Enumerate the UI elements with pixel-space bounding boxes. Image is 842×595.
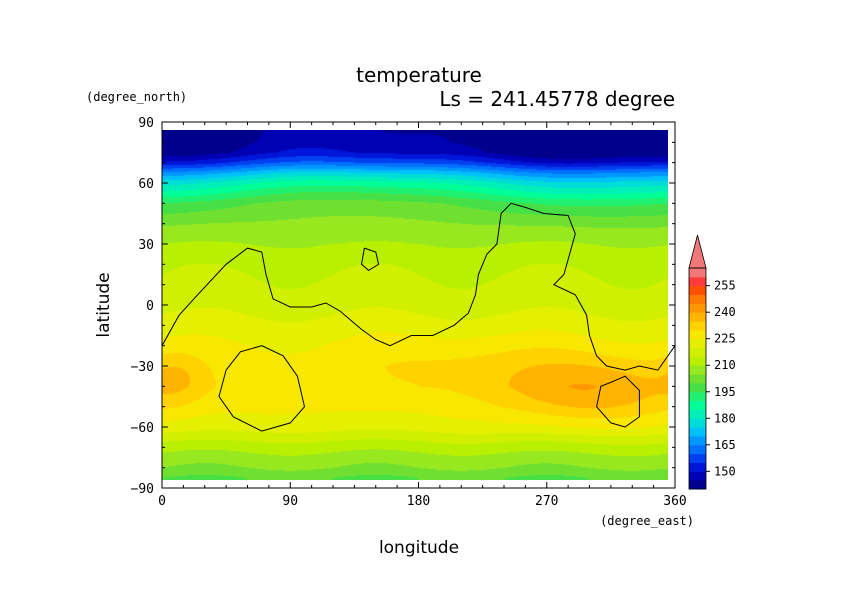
colorbar-band xyxy=(689,321,706,331)
colorbar-band xyxy=(689,427,706,437)
colorbar-band xyxy=(689,285,706,296)
colorbar-band xyxy=(689,312,706,322)
colorbar-band xyxy=(689,365,706,375)
contour-layer xyxy=(161,202,676,432)
y-tick-label: 60 xyxy=(138,177,154,192)
colorbar-tick-label: 255 xyxy=(714,279,736,293)
y-unit-label: (degree_north) xyxy=(86,90,187,104)
colorbar: 150 165 180 195 210 225 240 255 xyxy=(688,234,736,490)
colorbar-band xyxy=(689,444,706,455)
contour-island xyxy=(360,247,380,272)
y-tick-label: −30 xyxy=(131,360,154,375)
y-tick-label: 30 xyxy=(138,238,154,253)
x-unit-label: (degree_east) xyxy=(600,514,694,528)
x-tick-label: 180 xyxy=(407,494,430,509)
colorbar-band xyxy=(689,435,706,446)
y-tick-label: 0 xyxy=(146,299,154,314)
x-axis-label: longitude xyxy=(379,538,459,558)
chart-title: temperature xyxy=(356,63,482,87)
temperature-field xyxy=(162,130,668,480)
colorbar-band xyxy=(689,400,706,410)
colorbar-frame xyxy=(688,267,707,490)
colorbar-tick-label: 165 xyxy=(714,438,736,452)
colorbar-band xyxy=(689,453,706,463)
y-tick-label: −60 xyxy=(131,421,154,436)
x-tick-label: 360 xyxy=(663,494,686,509)
colorbar-band xyxy=(689,374,706,384)
colorbar-tick-label: 210 xyxy=(714,358,736,372)
colorbar-extend-arrow xyxy=(688,234,707,269)
x-tick-label: 90 xyxy=(282,494,298,509)
colorbar-band xyxy=(689,276,706,287)
y-tick-label: 90 xyxy=(138,116,154,131)
colorbar-tick-label: 240 xyxy=(714,305,736,319)
colorbar-band xyxy=(689,268,706,278)
y-tick-label: −90 xyxy=(131,482,154,497)
contour-crater-small xyxy=(596,375,640,428)
colorbar-tick-label: 195 xyxy=(714,385,736,399)
colorbar-tick-label: 180 xyxy=(714,411,736,425)
colorbar-band xyxy=(689,382,706,393)
colorbar-band xyxy=(689,471,706,481)
colorbar-tick-label: 225 xyxy=(714,332,736,346)
colorbar-band xyxy=(689,338,706,349)
colorbar-band xyxy=(689,462,706,472)
x-tick-label: 270 xyxy=(535,494,558,509)
chart-subtitle: Ls = 241.45778 degree xyxy=(439,87,675,111)
y-axis-label: latitude xyxy=(94,272,114,337)
colorbar-band xyxy=(689,391,706,402)
colorbar-band xyxy=(689,356,706,366)
contour-continent-outline xyxy=(161,202,676,371)
axis-ticks: 0 90 180 270 360 90 60 30 0 −30 −60 −90 xyxy=(131,116,687,509)
colorbar-band xyxy=(689,480,706,490)
colorbar-band xyxy=(689,418,706,428)
colorbar-band xyxy=(689,409,706,419)
colorbar-band xyxy=(689,294,706,304)
contour-crater-large xyxy=(218,345,306,432)
colorbar-band xyxy=(689,347,706,357)
colorbar-band xyxy=(689,303,706,313)
x-tick-label: 0 xyxy=(158,494,166,509)
colorbar-tick-label: 150 xyxy=(714,464,736,478)
plot-area: 0 90 180 270 360 90 60 30 0 −30 −60 −90 xyxy=(131,116,687,509)
colorbar-band xyxy=(689,329,706,340)
